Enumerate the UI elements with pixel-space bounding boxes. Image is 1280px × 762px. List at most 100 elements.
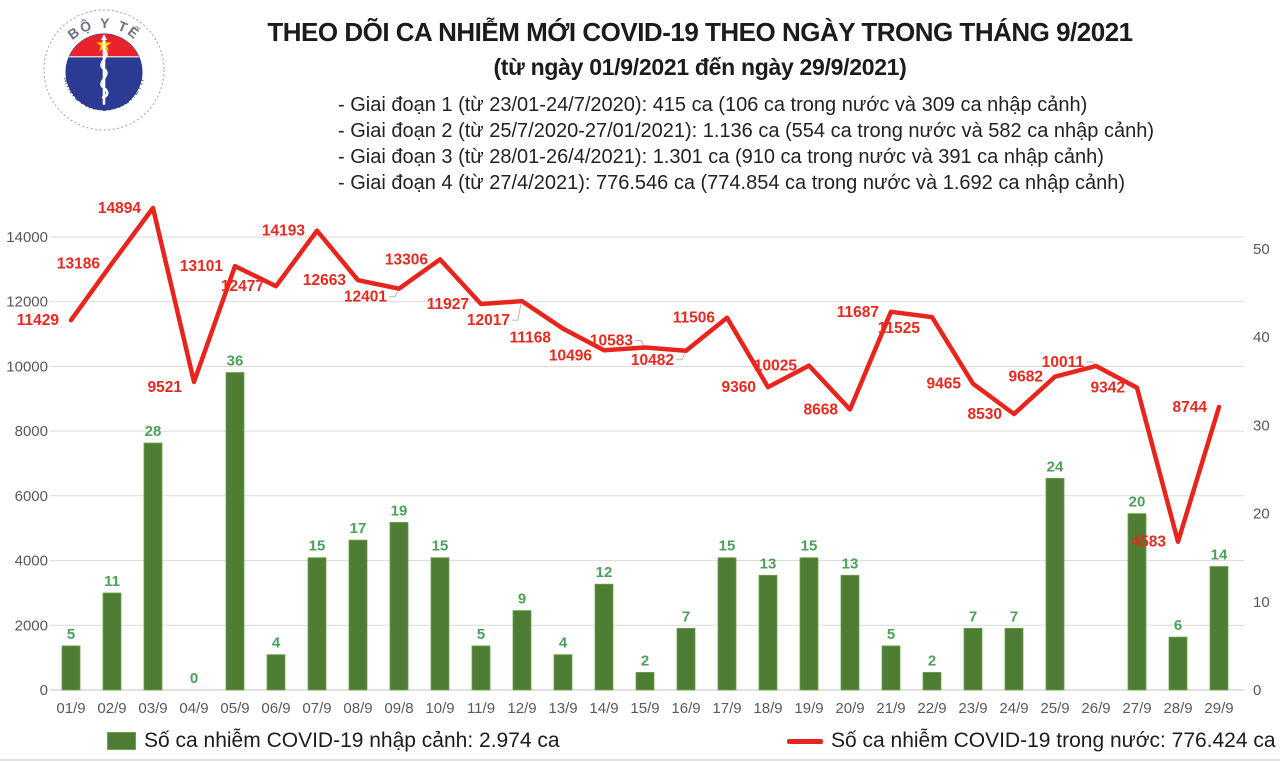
line-series — [68, 205, 1222, 544]
bar-value-label: 15 — [801, 538, 818, 555]
line-value-label: 9342 — [1091, 380, 1125, 397]
bar — [1045, 477, 1065, 691]
bar-value-label: 15 — [309, 538, 326, 555]
line-value-label: 9360 — [722, 379, 756, 396]
left-axis-tick-label: 8000 — [15, 423, 48, 440]
bar-value-label: 0 — [190, 670, 198, 687]
bar — [553, 654, 573, 691]
bar-value-label: 5 — [67, 626, 75, 643]
bar — [143, 442, 163, 691]
bar-value-label: 13 — [760, 555, 777, 572]
line-value-label: 8668 — [804, 402, 839, 419]
legend-bar-swatch-icon — [107, 732, 136, 750]
label-leader-line — [512, 303, 522, 321]
bar — [102, 592, 122, 691]
bar — [635, 672, 655, 691]
bar-value-label: 14 — [1211, 547, 1228, 564]
line-value-label: 10011 — [1042, 354, 1085, 371]
x-axis-date-label: 10/9 — [425, 700, 454, 717]
moh-logo: BỘ Y TẾ MINISTRY OF HEALTH — [42, 6, 166, 139]
bar — [1168, 636, 1188, 691]
left-axis-tick-label: 12000 — [6, 294, 48, 311]
bottom-edge-divider — [0, 759, 1280, 761]
bar — [307, 557, 327, 691]
line-value-label: 13306 — [385, 251, 428, 268]
x-axis-date-label: 18/9 — [753, 700, 782, 717]
line-value-label: 9682 — [1009, 369, 1043, 386]
legend-label-imported: Số ca nhiễm COVID-19 nhập cảnh: 2.974 ca — [144, 729, 560, 752]
title-block: THEO DÕI CA NHIỄM MỚI COVID-19 THEO NGÀY… — [150, 16, 1250, 81]
bar-value-label: 15 — [719, 538, 736, 555]
line-value-label: 10583 — [590, 333, 633, 350]
x-axis-date-label: 08/9 — [343, 700, 372, 717]
right-axis-tick-label: 30 — [1253, 417, 1270, 434]
line-value-label: 10496 — [549, 347, 592, 364]
line-value-label: 13186 — [57, 255, 100, 272]
line-value-label: 9521 — [148, 379, 183, 396]
line-value-label: 11168 — [510, 330, 552, 347]
line-value-label: 12017 — [467, 312, 510, 329]
x-axis-date-label: 17/9 — [712, 700, 741, 717]
label-leader-line — [1086, 361, 1096, 365]
x-axis-date-label: 28/9 — [1163, 700, 1192, 717]
line-value-label: 12477 — [221, 278, 264, 295]
x-axis-date-label: 23/9 — [958, 700, 987, 717]
x-axis-date-label: 16/9 — [671, 700, 700, 717]
line-value-label: 11506 — [673, 310, 716, 327]
x-axis-date-label: 13/9 — [548, 700, 577, 717]
bar — [1127, 513, 1147, 691]
note-line-stage-1: - Giai đoạn 1 (từ 23/01-24/7/2020): 415 … — [338, 94, 1088, 116]
page-title: THEO DÕI CA NHIỄM MỚI COVID-19 THEO NGÀY… — [267, 17, 1133, 47]
bar — [225, 372, 245, 691]
bar-value-label: 24 — [1047, 458, 1064, 475]
bar-value-label: 7 — [969, 608, 977, 625]
logo-snake-icon — [100, 48, 109, 99]
right-axis-tick-label: 10 — [1253, 594, 1270, 611]
x-axis-date-label: 14/9 — [589, 700, 618, 717]
bar-value-label: 15 — [432, 538, 449, 555]
x-axis-date-label: 02/9 — [97, 700, 126, 717]
line-value-label: 11429 — [17, 312, 60, 329]
x-axis-date-label: 25/9 — [1040, 700, 1069, 717]
line-value-label: 14193 — [262, 223, 305, 240]
right-axis-tick-label: 20 — [1253, 506, 1270, 523]
bar-value-label: 12 — [596, 564, 613, 581]
line-value-label: 8530 — [968, 406, 1002, 423]
x-axis-date-label: 19/9 — [794, 700, 823, 717]
line-value-label: 12663 — [303, 272, 346, 289]
left-axis-tick-label: 4000 — [15, 553, 48, 570]
bar-value-label: 17 — [350, 520, 367, 537]
left-axis-tick-label: 6000 — [15, 488, 48, 505]
line-value-label: 12401 — [344, 289, 387, 306]
line-value-label: 11525 — [878, 320, 921, 337]
label-leader-line — [676, 352, 686, 361]
bar — [758, 574, 778, 691]
bar — [594, 583, 614, 691]
label-leader-line — [635, 340, 645, 346]
bar — [840, 574, 860, 691]
bar-value-label: 9 — [518, 591, 526, 608]
right-axis-tick-label: 0 — [1253, 682, 1261, 699]
logo-staff-tip-icon — [101, 34, 107, 40]
bar-value-label: 6 — [1174, 617, 1182, 634]
left-axis-tick-label: 0 — [40, 682, 48, 699]
bar — [266, 654, 286, 691]
bar-value-label: 28 — [145, 423, 162, 440]
page-subtitle: (từ ngày 01/9/2021 đến ngày 29/9/2021) — [493, 53, 907, 80]
bar — [881, 645, 901, 691]
bar — [1209, 566, 1229, 691]
x-axis-date-label: 05/9 — [220, 700, 249, 717]
x-axis-date-label: 22/9 — [917, 700, 946, 717]
bar-value-label: 20 — [1129, 494, 1146, 511]
chart-legend: Số ca nhiễm COVID-19 nhập cảnh: 2.974 ca… — [0, 729, 1280, 759]
bar-value-label: 7 — [682, 608, 690, 625]
note-line-stage-4: - Giai đoạn 4 (từ 27/4/2021): 776.546 ca… — [338, 172, 1126, 194]
x-axis-date-label: 26/9 — [1081, 700, 1110, 717]
x-axis-date-label: 03/9 — [138, 700, 167, 717]
legend-label-domestic: Số ca nhiễm COVID-19 trong nước: 776.424… — [831, 729, 1276, 752]
stage-notes: - Giai đoạn 1 (từ 23/01-24/7/2020): 415 … — [338, 92, 1154, 196]
moh-logo-svg: BỘ Y TẾ MINISTRY OF HEALTH — [43, 9, 165, 131]
legend-line-swatch-icon — [787, 738, 823, 744]
bar-value-label: 11 — [104, 573, 120, 590]
